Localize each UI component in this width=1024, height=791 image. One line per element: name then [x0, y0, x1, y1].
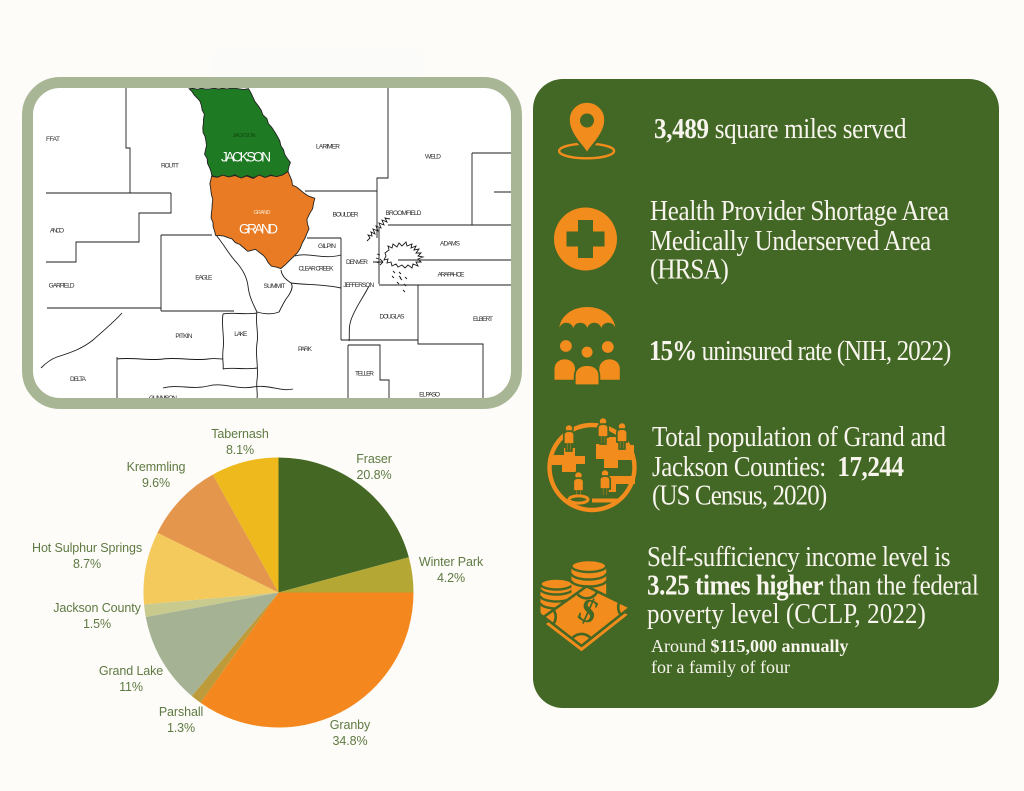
svg-text:LARIMER: LARIMER — [316, 143, 340, 150]
svg-text:ROUTT: ROUTT — [161, 162, 179, 169]
svg-text:GILPIN: GILPIN — [318, 243, 336, 250]
svg-text:DELTA: DELTA — [70, 376, 87, 383]
svg-text:PITKIN: PITKIN — [175, 333, 192, 340]
svg-text:ARAPAHOE: ARAPAHOE — [438, 271, 466, 278]
svg-text:TELLER: TELLER — [355, 371, 374, 378]
svg-text:GUNNISON: GUNNISON — [149, 395, 177, 398]
svg-text:GRAND: GRAND — [239, 222, 278, 237]
svg-text:BOULDER: BOULDER — [333, 212, 359, 219]
svg-text:PARK: PARK — [298, 346, 313, 353]
svg-text:CLEAR CREEK: CLEAR CREEK — [299, 265, 335, 272]
svg-text:GARFIELD: GARFIELD — [49, 283, 75, 290]
svg-text:EL PASO: EL PASO — [419, 391, 440, 398]
svg-text:WELD: WELD — [425, 153, 441, 160]
svg-text:BROOMFIELD: BROOMFIELD — [386, 210, 422, 217]
svg-text:JACKSON: JACKSON — [221, 150, 271, 165]
svg-text:SUMMIT: SUMMIT — [264, 283, 286, 290]
svg-text:JEFFERSON: JEFFERSON — [343, 282, 374, 289]
svg-text:EAGLE: EAGLE — [195, 274, 213, 281]
svg-text:FFAT: FFAT — [46, 136, 60, 143]
svg-text:DOUGLAS: DOUGLAS — [380, 313, 406, 320]
svg-text:LAKE: LAKE — [234, 331, 248, 338]
svg-text:ELBERT: ELBERT — [473, 316, 493, 323]
svg-text:JACKSON: JACKSON — [233, 133, 256, 139]
svg-text:ANCO: ANCO — [50, 227, 64, 234]
svg-text:GRAND: GRAND — [254, 210, 271, 216]
svg-text:ADAMS: ADAMS — [440, 240, 461, 247]
svg-text:DENVER: DENVER — [346, 259, 368, 266]
